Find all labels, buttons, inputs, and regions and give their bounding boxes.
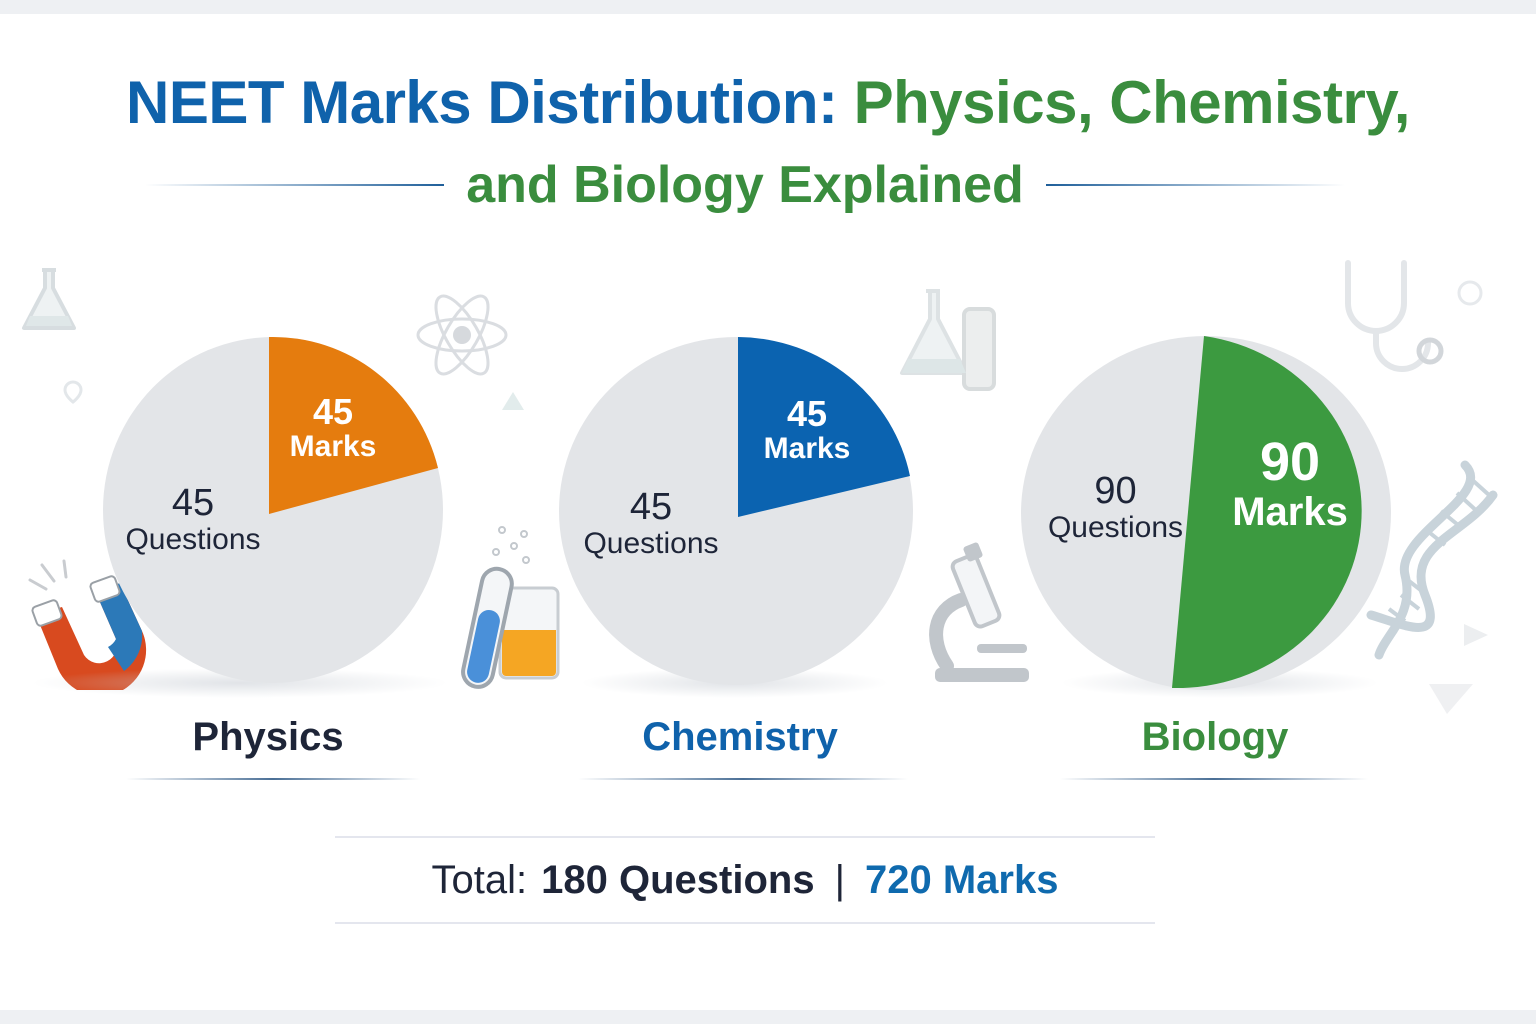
subject-underline (126, 778, 420, 780)
dna-icon (1366, 460, 1498, 660)
total-separator: | (834, 857, 845, 902)
triangle-icon (502, 392, 524, 410)
chemistry-marks-label: 45 Marks (763, 393, 851, 465)
biology-slice (1172, 336, 1362, 689)
stethoscope-icon (1345, 260, 1483, 372)
total-marks: 720 Marks (864, 857, 1059, 902)
subject-underline (1060, 778, 1368, 780)
subject-underline (578, 778, 908, 780)
title-green-part: Physics, Chemistry, (853, 69, 1411, 136)
subject-label-biology: Biology (1141, 715, 1289, 759)
divider-left (145, 184, 445, 186)
physics-slice (269, 336, 438, 514)
divider-right (1045, 184, 1346, 186)
title-blue-part: NEET Marks Distribution: (126, 69, 838, 136)
biology-marks-label: 90 Marks (1232, 432, 1348, 534)
subject-label-physics: Physics (192, 715, 344, 759)
total-questions: 180 Questions (541, 857, 815, 902)
physics-pie (103, 336, 443, 683)
microscope-icon (929, 542, 1029, 682)
chemistry-questions-label: 45 Questions (583, 486, 719, 560)
magnet-icon (28, 559, 147, 690)
subject-label-chemistry: Chemistry (642, 715, 838, 759)
physics-questions-label: 45 Questions (125, 482, 261, 556)
flasks-icon (900, 289, 996, 391)
total-prefix: Total: (431, 857, 528, 902)
test-tube-beaker-icon (461, 526, 560, 689)
flask-icon (22, 268, 76, 330)
chemistry-slice (738, 337, 910, 517)
pin-icon (63, 380, 83, 404)
page-title: NEET Marks Distribution: Physics, Chemis… (0, 68, 1536, 137)
atom-icon (416, 294, 508, 376)
chemistry-pie (559, 337, 913, 685)
triangle-icon (1429, 684, 1473, 714)
biology-pie (1021, 336, 1391, 690)
subtitle-row: and Biology Explained (145, 150, 1346, 220)
triangle-icon (1464, 624, 1488, 646)
physics-marks-label: 45 Marks (289, 391, 377, 463)
total-summary: Total: 180 Questions | 720 Marks (335, 836, 1155, 924)
biology-questions-label: 90 Questions (1047, 470, 1184, 544)
page-subtitle: and Biology Explained (466, 156, 1024, 214)
